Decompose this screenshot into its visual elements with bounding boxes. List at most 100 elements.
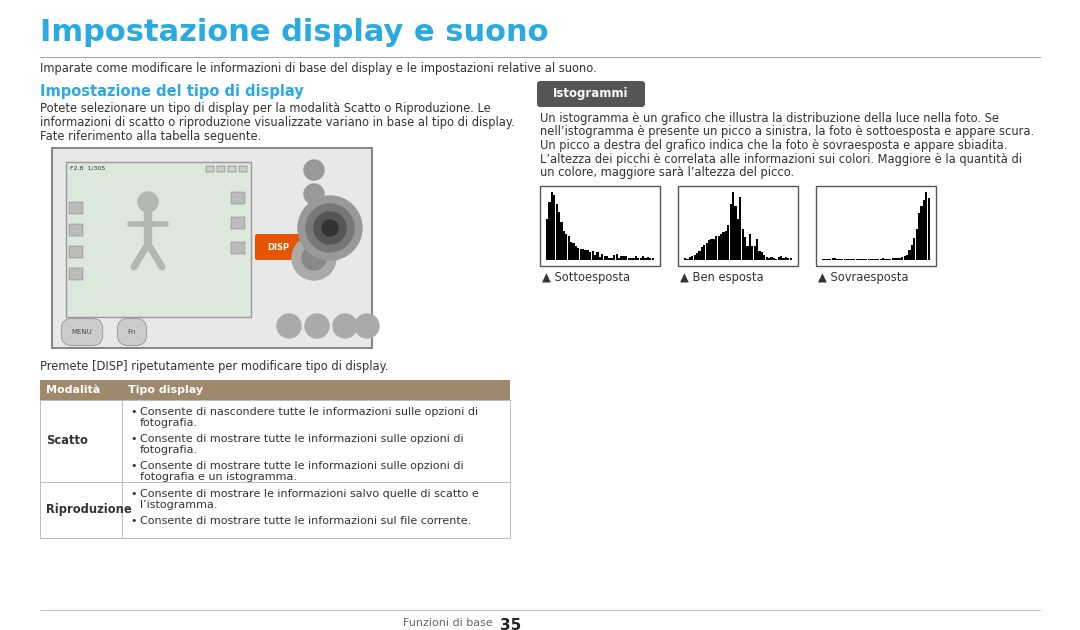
Circle shape: [306, 204, 354, 252]
Bar: [899, 258, 901, 260]
Bar: [206, 166, 214, 172]
Bar: [822, 259, 824, 260]
Bar: [647, 258, 649, 260]
Bar: [723, 232, 725, 260]
Circle shape: [303, 206, 324, 226]
Bar: [916, 229, 918, 260]
Bar: [882, 258, 885, 260]
Bar: [642, 256, 644, 260]
Bar: [713, 239, 715, 260]
Bar: [780, 256, 782, 260]
Bar: [787, 258, 789, 260]
Bar: [879, 259, 881, 260]
Circle shape: [314, 212, 346, 244]
Text: •: •: [130, 461, 136, 471]
Bar: [744, 237, 746, 260]
Text: •: •: [130, 407, 136, 417]
Bar: [582, 249, 584, 260]
Bar: [737, 219, 739, 260]
Bar: [684, 258, 686, 260]
Bar: [611, 258, 613, 260]
Text: DISP: DISP: [267, 243, 289, 251]
Text: Riproduzione: Riproduzione: [46, 503, 132, 517]
Text: •: •: [130, 516, 136, 526]
Bar: [732, 192, 734, 260]
Bar: [620, 256, 622, 260]
Bar: [572, 243, 575, 260]
Bar: [725, 231, 727, 260]
Bar: [598, 257, 600, 260]
Bar: [742, 229, 744, 260]
Bar: [901, 257, 903, 260]
Bar: [608, 258, 610, 260]
Bar: [606, 256, 608, 260]
Bar: [691, 256, 693, 260]
Text: Istogrammi: Istogrammi: [553, 88, 629, 101]
Bar: [764, 255, 766, 260]
Text: ▲ Ben esposta: ▲ Ben esposta: [680, 272, 764, 285]
Bar: [613, 255, 616, 260]
Bar: [758, 251, 760, 260]
Bar: [546, 219, 549, 260]
Bar: [69, 246, 83, 258]
Bar: [789, 258, 792, 260]
Bar: [705, 243, 707, 260]
Bar: [627, 258, 630, 260]
Text: Premete [DISP] ripetutamente per modificare tipo di display.: Premete [DISP] ripetutamente per modific…: [40, 360, 389, 373]
Circle shape: [333, 314, 357, 338]
Bar: [40, 380, 510, 400]
Bar: [649, 258, 651, 260]
Bar: [549, 202, 551, 260]
Circle shape: [138, 192, 158, 212]
Bar: [231, 217, 245, 229]
Bar: [540, 185, 660, 265]
Text: ▲ Sovraesposta: ▲ Sovraesposta: [818, 272, 908, 285]
Text: Fate riferimento alla tabella seguente.: Fate riferimento alla tabella seguente.: [40, 130, 261, 143]
Bar: [565, 234, 567, 260]
Bar: [558, 212, 561, 260]
Bar: [770, 256, 772, 260]
Bar: [782, 258, 784, 260]
Bar: [69, 202, 83, 214]
Circle shape: [303, 160, 324, 180]
Bar: [555, 203, 557, 260]
Bar: [575, 246, 577, 260]
Text: L’altezza dei picchi è correlata alle informazioni sui colori. Maggiore è la qua: L’altezza dei picchi è correlata alle in…: [540, 152, 1022, 166]
Bar: [635, 256, 637, 260]
Bar: [577, 248, 579, 260]
Bar: [594, 255, 596, 260]
Bar: [618, 258, 620, 260]
Text: l’istogramma.: l’istogramma.: [140, 500, 217, 510]
Bar: [896, 258, 899, 260]
Text: Consente di mostrare le informazioni salvo quelle di scatto e: Consente di mostrare le informazioni sal…: [140, 489, 478, 499]
Bar: [551, 192, 553, 260]
Bar: [926, 192, 928, 260]
Text: Imparate come modificare le informazioni di base del display e le impostazioni r: Imparate come modificare le informazioni…: [40, 62, 596, 75]
Bar: [717, 236, 719, 260]
Circle shape: [298, 196, 362, 260]
Text: MENU: MENU: [71, 329, 93, 335]
Bar: [928, 198, 930, 260]
Bar: [756, 239, 758, 260]
Bar: [231, 242, 245, 254]
Text: Consente di mostrare tutte le informazioni sulle opzioni di: Consente di mostrare tutte le informazio…: [140, 461, 463, 471]
Circle shape: [322, 220, 338, 236]
Bar: [570, 242, 572, 260]
Bar: [584, 250, 586, 260]
Circle shape: [305, 314, 329, 338]
Bar: [760, 253, 762, 260]
Bar: [568, 236, 570, 260]
Bar: [855, 258, 858, 260]
Bar: [908, 250, 910, 260]
Text: F2.8  1/305: F2.8 1/305: [70, 166, 105, 171]
Text: Potete selezionare un tipo di display per la modalità Scatto o Riproduzione. Le: Potete selezionare un tipo di display pe…: [40, 102, 490, 115]
Circle shape: [303, 184, 324, 204]
Bar: [630, 258, 632, 260]
Bar: [734, 207, 737, 260]
Bar: [829, 259, 832, 260]
Bar: [834, 258, 836, 260]
Bar: [727, 225, 729, 260]
Bar: [816, 185, 936, 265]
Bar: [602, 254, 604, 260]
Text: Impostazione del tipo di display: Impostazione del tipo di display: [40, 84, 303, 99]
